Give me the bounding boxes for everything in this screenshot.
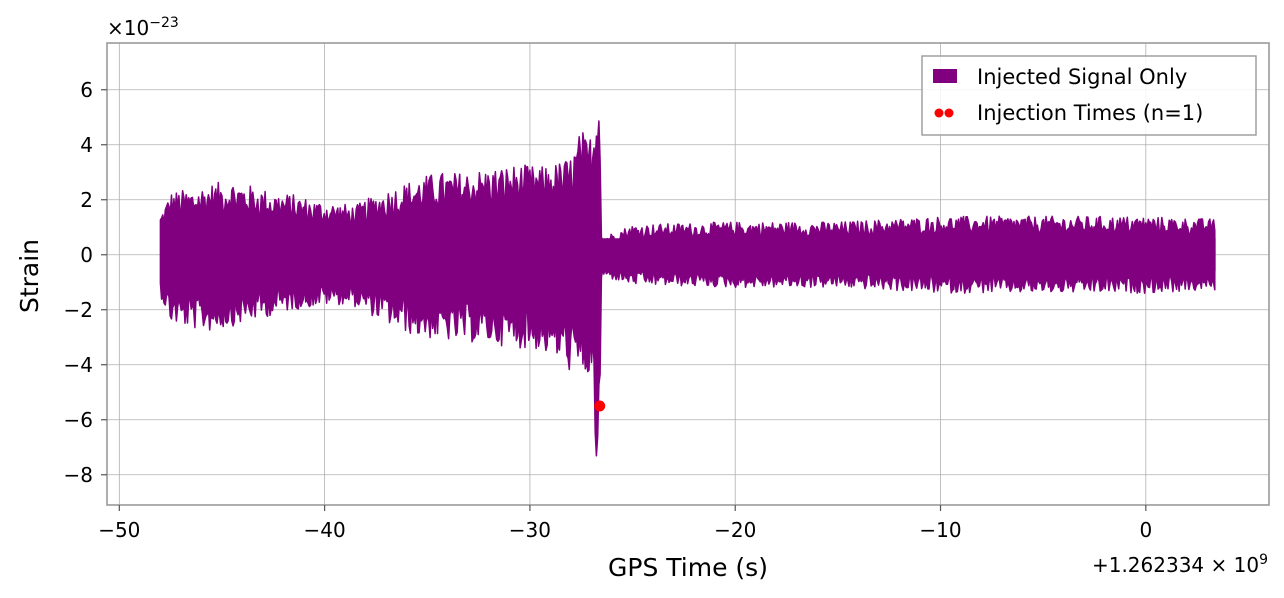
x-tick-label: 0 [1139,518,1152,542]
legend: Injected Signal Only Injection Times (n=… [921,55,1257,136]
injection-time-point [594,400,606,412]
x-axis-label: GPS Time (s) [608,553,768,582]
x-offset-exponent: 9 [1259,552,1268,568]
legend-marker-injection-2 [944,108,954,118]
y-axis-label: Strain [15,239,44,313]
x-offset-label: +1.262334 × 109 [1092,552,1268,577]
legend-marker-injection-1 [934,108,944,118]
signal-band [159,120,1216,457]
y-tick-label: 6 [80,78,93,102]
legend-label-signal: Injected Signal Only [977,65,1187,89]
legend-swatch-signal [933,69,957,83]
legend-box [921,55,1257,136]
x-tick-label: −20 [714,518,756,542]
x-tick-label: −40 [304,518,346,542]
plot-data [159,120,1216,457]
y-tick-label: 0 [80,243,93,267]
x-tick-label: −30 [509,518,551,542]
y-tick-label: −2 [64,298,93,322]
x-tick-label: −10 [919,518,961,542]
y-scale-label: ×10−23 [107,15,179,40]
y-tick-label: 2 [80,188,93,212]
x-tick-label: −50 [98,518,140,542]
plot-frame [106,42,1270,506]
y-tick-label: −8 [64,463,93,487]
y-tick-label: 4 [80,133,93,157]
y-tick-label: −6 [64,408,93,432]
y-scale-exponent: −23 [149,15,179,31]
legend-label-injection: Injection Times (n=1) [977,101,1203,125]
y-tick-label: −4 [64,353,93,377]
signal-core [160,238,1216,272]
